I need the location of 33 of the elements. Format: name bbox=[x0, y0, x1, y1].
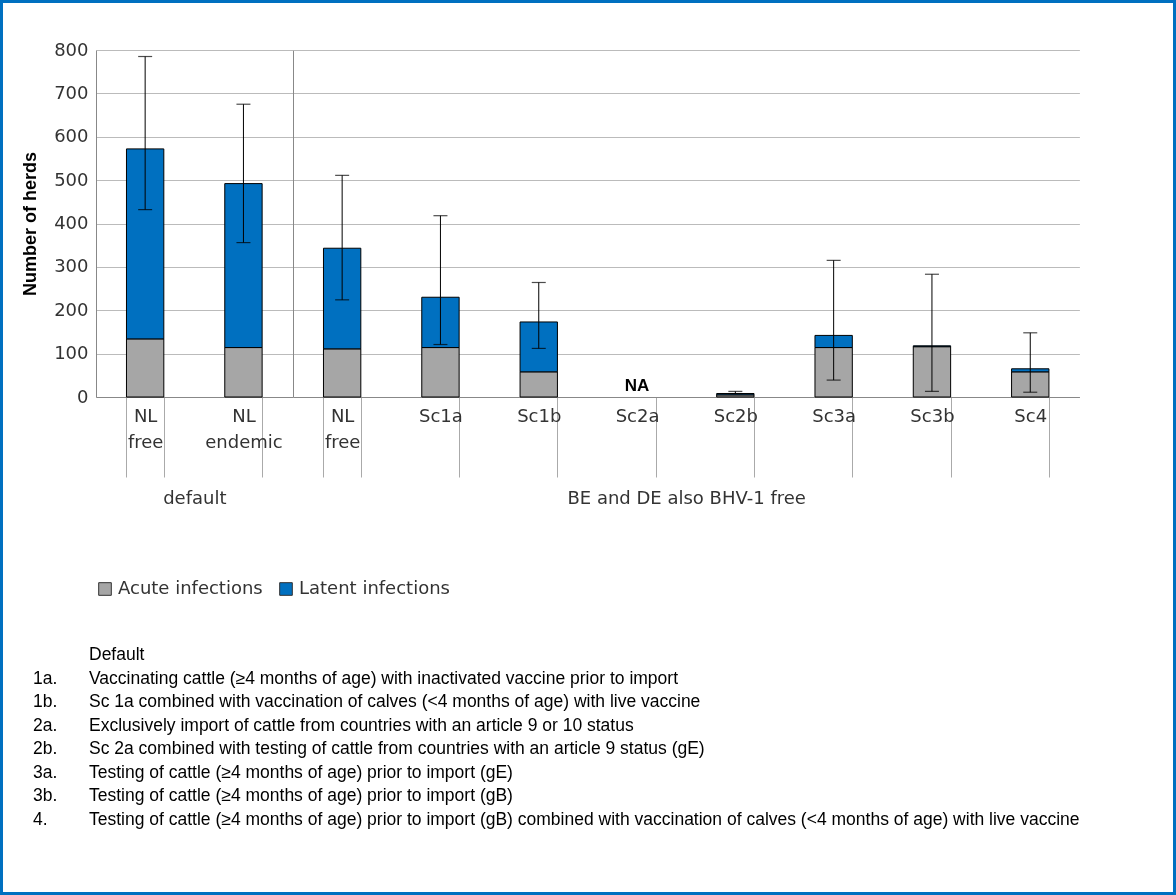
x-tick-label: Sc1a bbox=[419, 404, 463, 426]
y-tick-label: 800 bbox=[54, 38, 89, 60]
legend-label: Latent infections bbox=[299, 577, 450, 598]
x-tick-label: Sc3a bbox=[812, 404, 857, 426]
x-tick-label: NL free bbox=[127, 404, 164, 452]
y-tick-label: 200 bbox=[54, 298, 89, 320]
x-tick-label: Sc1b bbox=[517, 404, 562, 426]
x-tick-label: Sc2b bbox=[713, 404, 758, 426]
legend-label: Acute infections bbox=[118, 577, 263, 598]
text: 1b. Sc 1a combined with vaccination of calves (<4 months of age) with live vaccine bbox=[33, 691, 701, 711]
text: 3a. Testing of cattle (≥4 months of age) prior to import (gE) bbox=[33, 761, 513, 782]
x-tick-label: Sc4 bbox=[1014, 404, 1048, 426]
text: 3b. Testing of cattle (≥4 months of age) prior to import (gB) bbox=[33, 785, 513, 805]
annotation: NA bbox=[624, 376, 650, 395]
y-axis-title: Number of herds bbox=[20, 151, 41, 297]
y-tick-label: 500 bbox=[54, 168, 89, 190]
text: 2a. Exclusively import of cattle from countries with an article 9 or 10 status bbox=[33, 714, 634, 735]
text: 4. Testing of cattle (≥4 months of age) prior to import (gB) combined with vaccination of calves (<4 months of age) with live vaccine bbox=[33, 808, 1080, 829]
x-tick-label: Sc3b bbox=[910, 404, 955, 426]
y-tick-label: 400 bbox=[54, 212, 89, 233]
x-tick-label: NL endemic bbox=[205, 404, 283, 452]
text: 1a. Vaccinating cattle (≥4 months of age) with inactivated vaccine prior to import bbox=[33, 667, 679, 688]
x-axis-title: BE and DE also BHV-1 free bbox=[567, 487, 806, 508]
y-tick-label: 0 bbox=[77, 385, 89, 407]
text: Default bbox=[88, 643, 146, 666]
x-tick-label: NL free bbox=[324, 404, 361, 452]
y-tick-label: 100 bbox=[54, 342, 89, 364]
y-tick-label: 700 bbox=[54, 81, 89, 103]
y-tick-label: 300 bbox=[54, 255, 89, 277]
text: 2b. Sc 2a combined with testing of cattle from countries with an article 9 status (gE) bbox=[33, 738, 705, 758]
x-tick-label: Sc2a bbox=[615, 404, 660, 426]
y-tick-label: 600 bbox=[54, 125, 89, 147]
x-axis-title: default bbox=[163, 487, 227, 508]
